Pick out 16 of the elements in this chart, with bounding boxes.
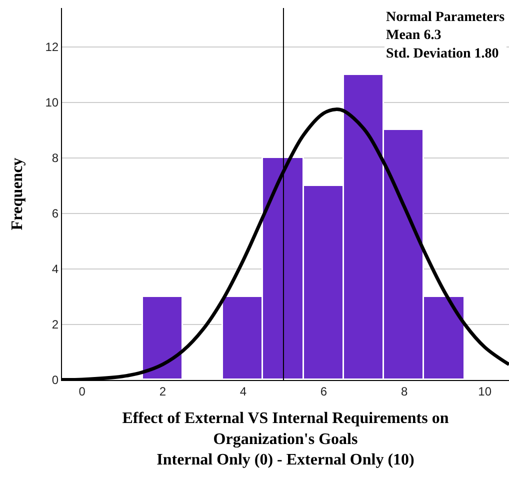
y-tick-label: 6 <box>52 206 59 221</box>
y-tick-label: 2 <box>52 318 59 332</box>
x-tick-label: 8 <box>400 384 408 398</box>
y-tick-label: 4 <box>52 262 59 276</box>
y-tick-label: 12 <box>45 40 59 54</box>
annotation: Normal Parameters Mean 6.3 Std. Deviation 1.80 <box>386 10 506 62</box>
x-tick-label: 4 <box>240 384 247 398</box>
x-axis-title: Effect of External VS Internal Requirements on Organization's Goals Internal Only (0) - External Only (10) <box>122 410 449 469</box>
y-tick-label: 0 <box>52 373 59 388</box>
x-tick-label: 2 <box>159 384 166 398</box>
x-tick-label: 10 <box>478 384 492 398</box>
y-tick-label: 8 <box>52 151 59 166</box>
x-tick-label: 0 <box>78 384 86 398</box>
x-tick-label: 6 <box>320 384 328 398</box>
y-axis-title: Frequency <box>9 158 26 230</box>
y-tick-label: 10 <box>45 96 59 110</box>
